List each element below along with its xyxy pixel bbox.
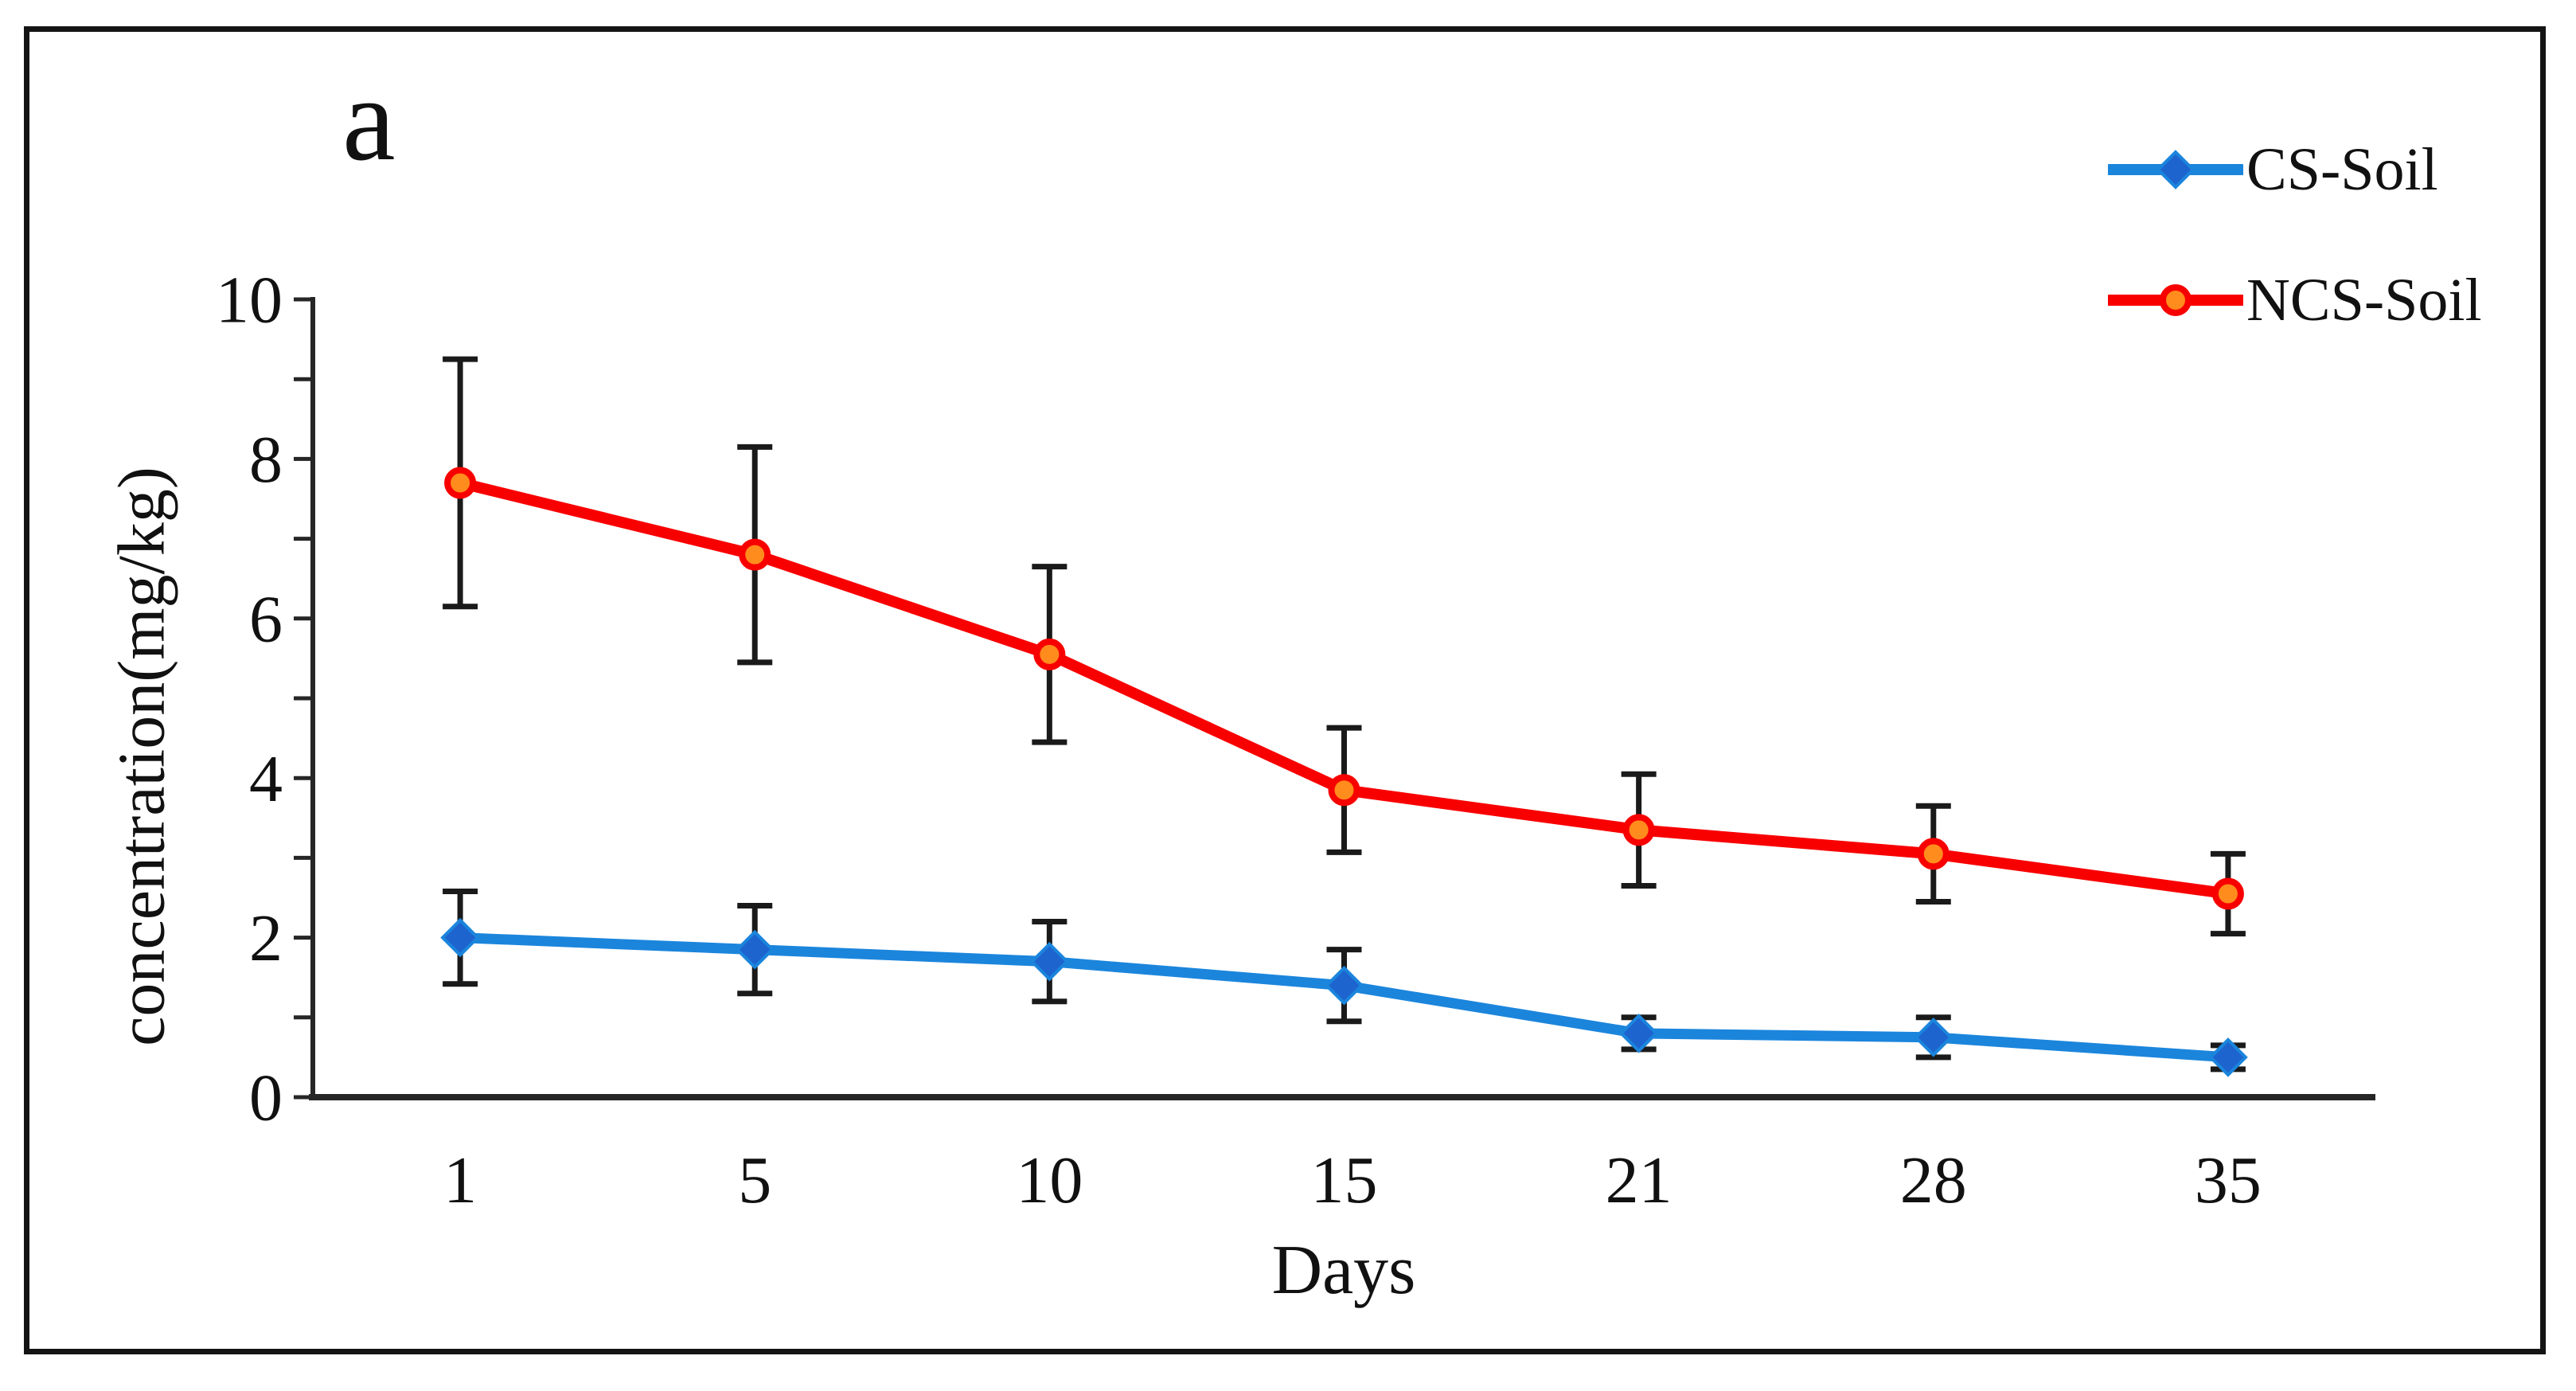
y-tick-label: 4 [249, 742, 283, 816]
cs-soil-marker [1913, 1018, 1953, 1057]
ncs-soil-marker [739, 538, 771, 571]
x-tick-label: 15 [1311, 1143, 1378, 1217]
x-tick-label: 10 [1016, 1143, 1083, 1217]
ncs-soil-marker [1622, 814, 1655, 846]
x-tick-label: 1 [443, 1143, 477, 1217]
ncs-soil-marker [2160, 284, 2192, 316]
cs-soil-marker [2156, 150, 2195, 190]
ncs-soil-marker [2211, 877, 2244, 910]
x-axis-title: Days [1271, 1232, 1416, 1309]
panel-label: a [342, 53, 396, 186]
x-tick-label: 28 [1900, 1143, 1967, 1217]
y-tick-label: 6 [249, 582, 283, 656]
y-tick-label: 0 [249, 1061, 283, 1135]
ncs-soil-legend-sample [2108, 284, 2243, 316]
legend-item-ncs-soil: NCS-Soil [2108, 260, 2482, 340]
y-tick-label: 10 [216, 264, 283, 338]
x-tick-label: 21 [1606, 1143, 1672, 1217]
x-tick-label: 35 [2195, 1143, 2262, 1217]
figure-border [24, 26, 2546, 1354]
y-tick-label: 2 [249, 901, 283, 975]
x-tick-label: 5 [738, 1143, 771, 1217]
cs-soil-marker [2208, 1037, 2248, 1077]
legend-label-cs-soil: CS-Soil [2246, 136, 2438, 203]
cs-soil-marker [1618, 1014, 1659, 1053]
ncs-soil-marker [1033, 638, 1066, 670]
cs-soil-marker [1324, 965, 1364, 1006]
legend-item-cs-soil: CS-Soil [2108, 130, 2438, 209]
ncs-soil-marker [1328, 774, 1360, 807]
cs-soil-marker [735, 929, 775, 970]
ncs-soil-marker [1917, 838, 1950, 870]
y-tick-label: 8 [249, 423, 283, 497]
legend-label-ncs-soil: NCS-Soil [2246, 267, 2482, 334]
cs-soil-legend-sample [2108, 150, 2243, 190]
cs-soil-marker [440, 917, 480, 958]
ncs-soil-marker [444, 467, 477, 499]
cs-soil-marker [1029, 941, 1070, 982]
